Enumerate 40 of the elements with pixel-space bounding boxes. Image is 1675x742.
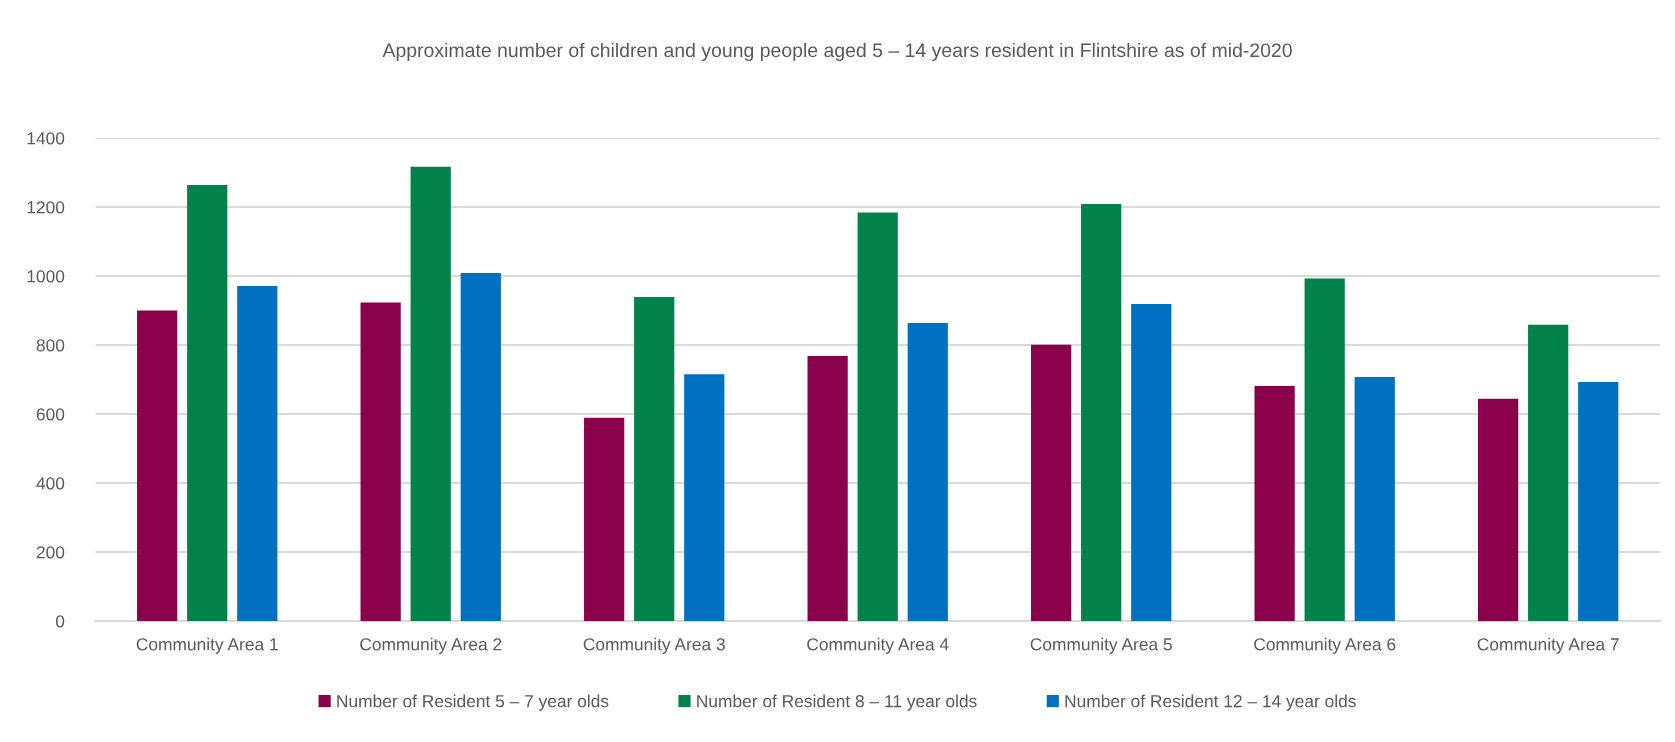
y-tick-label: 200 <box>36 546 65 559</box>
bar <box>1478 398 1519 622</box>
legend-label: Number of Resident 8 – 11 year olds <box>697 694 977 711</box>
bar <box>634 297 675 622</box>
x-tick-label: Community Area 6 <box>1254 637 1396 654</box>
y-tick-label: 400 <box>36 477 65 490</box>
y-tick-label: 1400 <box>27 132 65 145</box>
bar <box>360 302 401 622</box>
bar <box>1031 344 1072 622</box>
bar <box>410 166 451 622</box>
chart-title: Approximate number of children and young people aged 5 – 14 years resident in Flintshire as of mid-2020 <box>382 42 1292 61</box>
bar <box>1354 377 1395 622</box>
x-tick-label: Community Area 3 <box>583 637 725 654</box>
bar <box>907 322 948 622</box>
bar <box>237 286 278 622</box>
bar <box>187 184 228 622</box>
x-tick-label: Community Area 5 <box>1030 637 1172 654</box>
x-tick-label: Community Area 1 <box>136 637 278 654</box>
y-tick-label: 800 <box>36 339 65 352</box>
legend-label: Number of Resident 5 – 7 year olds <box>337 694 609 711</box>
y-tick-label: 0 <box>55 615 65 628</box>
bar <box>1578 381 1619 622</box>
x-tick-label: Community Area 2 <box>360 637 502 654</box>
bar <box>1304 278 1345 622</box>
y-tick-label: 600 <box>36 408 65 421</box>
y-tick-label: 1000 <box>27 270 65 283</box>
y-tick-label: 1200 <box>27 201 65 214</box>
bar <box>460 272 501 622</box>
x-tick-label: Community Area 7 <box>1477 637 1619 654</box>
bar <box>137 310 178 622</box>
bar <box>1528 324 1569 622</box>
bar <box>1081 203 1122 622</box>
bar <box>584 417 625 622</box>
bar <box>807 356 848 622</box>
bar <box>1254 386 1295 622</box>
legend-label: Number of Resident 12 – 14 year olds <box>1065 694 1356 711</box>
bar <box>1131 303 1172 622</box>
bar <box>857 212 898 622</box>
bar <box>684 374 725 622</box>
x-tick-label: Community Area 4 <box>807 637 949 654</box>
